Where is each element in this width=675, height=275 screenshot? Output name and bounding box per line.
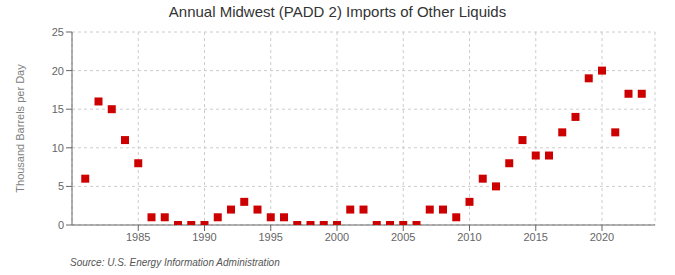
svg-text:2015: 2015 <box>524 231 548 243</box>
svg-text:2010: 2010 <box>457 231 481 243</box>
svg-text:20: 20 <box>52 65 64 77</box>
svg-text:5: 5 <box>58 180 64 192</box>
svg-text:1985: 1985 <box>126 231 150 243</box>
html-text:Source: U.S. Energy Informatio: Source: U.S. Energy Information Administ… <box>70 257 280 268</box>
svg-text:2005: 2005 <box>391 231 415 243</box>
svg-text:25: 25 <box>52 26 64 38</box>
html-text:Annual Midwest (PADD 2) Import: Annual Midwest (PADD 2) Imports of Other… <box>168 3 507 20</box>
svg-text:15: 15 <box>52 103 64 115</box>
svg-text:10: 10 <box>52 142 64 154</box>
svg-text:0: 0 <box>58 219 64 231</box>
svg-text:Thousand Barrels per Day: Thousand Barrels per Day <box>14 64 26 193</box>
svg-text:1995: 1995 <box>259 231 283 243</box>
svg-text:2020: 2020 <box>590 231 614 243</box>
svg-text:2000: 2000 <box>325 231 349 243</box>
svg-text:1990: 1990 <box>192 231 216 243</box>
